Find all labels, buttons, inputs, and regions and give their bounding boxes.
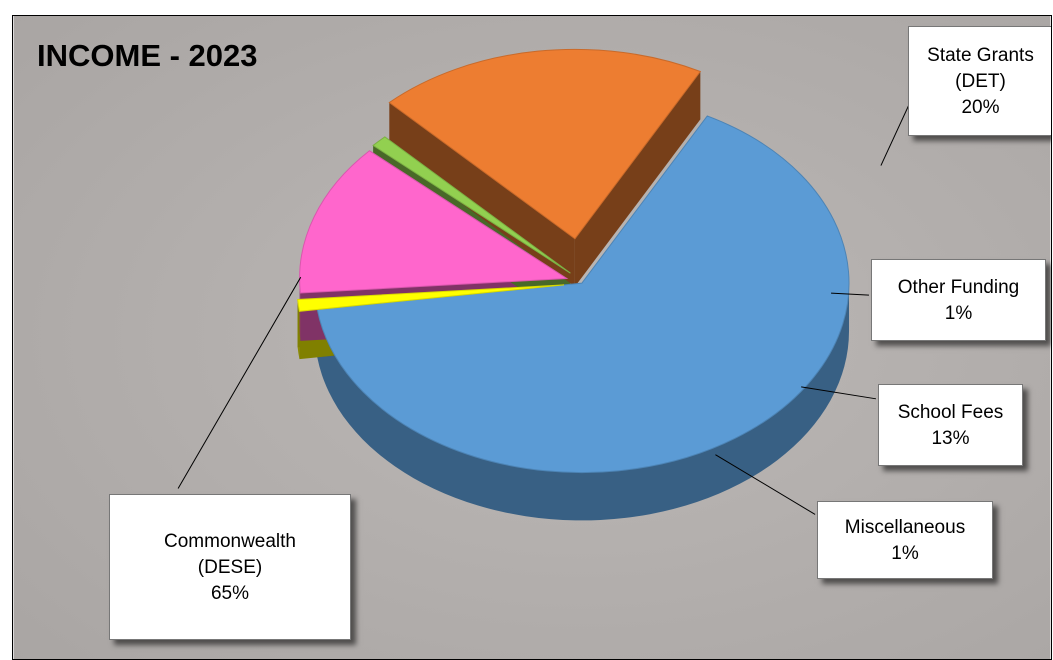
data-label-2: School Fees 13% bbox=[878, 384, 1023, 466]
data-label-percent: 20% bbox=[961, 97, 1000, 118]
pie-slice-side-0 bbox=[317, 283, 850, 521]
leader-lines bbox=[177, 100, 912, 515]
pie-slice-commonwealth-dese bbox=[316, 115, 850, 474]
data-label-name: (DESE) bbox=[197, 557, 263, 578]
leader-line-3 bbox=[831, 292, 869, 296]
pie-slice-other-funding bbox=[372, 136, 571, 274]
leader-line-4 bbox=[880, 100, 912, 166]
data-label-1: Miscellaneous 1% bbox=[817, 501, 993, 579]
data-label-percent: 1% bbox=[891, 543, 919, 564]
chart-frame: INCOME - 2023 Commonwealth (DESE) 65% Misce… bbox=[12, 15, 1052, 660]
data-label-3: Other Funding 1% bbox=[871, 259, 1046, 341]
data-label-percent: 1% bbox=[944, 303, 973, 324]
pie-slice-state-grants-det bbox=[388, 48, 702, 240]
pie-plot bbox=[297, 48, 850, 521]
data-label-name: State Grants bbox=[927, 45, 1034, 66]
data-label-4: State Grants (DET) 20% bbox=[908, 26, 1051, 136]
data-label-name: School Fees bbox=[897, 402, 1004, 423]
leader-line-2 bbox=[801, 386, 877, 400]
pie-slice-cut-4-1 bbox=[574, 71, 701, 287]
leader-line-0 bbox=[177, 276, 302, 489]
data-label-name: Miscellaneous bbox=[844, 517, 966, 538]
data-label-percent: 65% bbox=[210, 583, 250, 604]
pie-slice-cut-4-0 bbox=[389, 102, 575, 287]
data-label-name: Other Funding bbox=[897, 277, 1020, 298]
data-label-name: (DET) bbox=[955, 71, 1006, 92]
data-label-percent: 13% bbox=[931, 428, 970, 449]
leader-line-1 bbox=[715, 454, 816, 515]
data-label-0: Commonwealth (DESE) 65% bbox=[109, 494, 351, 640]
pie-slice-miscellaneous bbox=[297, 284, 565, 312]
data-label-name: Commonwealth bbox=[164, 531, 296, 552]
chart-title: INCOME - 2023 bbox=[37, 38, 258, 73]
